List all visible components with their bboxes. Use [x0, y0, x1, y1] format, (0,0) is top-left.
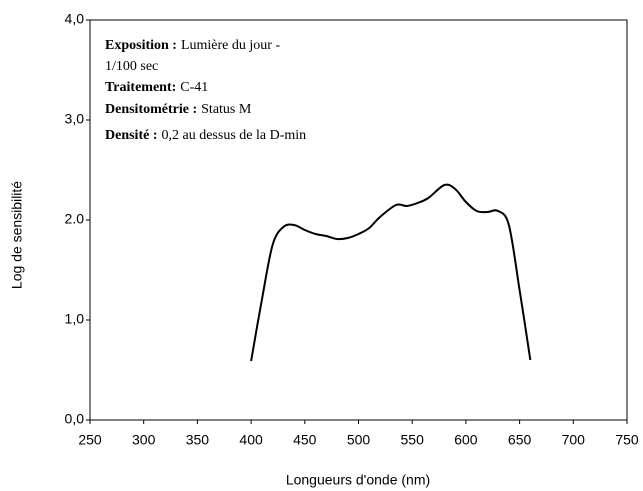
x-tick-label: 450 — [293, 432, 317, 448]
annotation-line: Densité : 0,2 au dessus de la D-min — [105, 128, 306, 143]
x-tick-label: 600 — [454, 432, 478, 448]
x-tick-label: 350 — [186, 432, 210, 448]
y-tick-label: 0,0 — [65, 411, 85, 427]
annotation-text: 1/100 sec — [105, 59, 158, 74]
annotation-line: Traitement: C-41 — [105, 80, 208, 95]
annotation-text: Status M — [201, 102, 252, 117]
x-axis-label: Longueurs d'onde (nm) — [286, 472, 430, 488]
x-tick-label: 650 — [508, 432, 532, 448]
x-tick-label: 300 — [132, 432, 156, 448]
annotation-line: 1/100 sec — [105, 59, 158, 74]
x-tick-label: 550 — [401, 432, 425, 448]
annotation-text: Lumière du jour - — [181, 38, 280, 53]
annotation-text: 0,2 au dessus de la D-min — [162, 128, 307, 143]
y-tick-label: 3,0 — [65, 111, 85, 127]
y-tick-label: 2.0 — [65, 211, 85, 227]
line — [250, 183, 532, 362]
annotation-line: Densitométrie : Status M — [105, 102, 252, 117]
annotation-line: Exposition : Lumière du jour - — [105, 38, 280, 53]
annotation-bold: Exposition : — [105, 38, 177, 53]
x-tick-label: 250 — [78, 432, 102, 448]
y-tick-label: 4,0 — [65, 11, 85, 27]
annotation-bold: Densitométrie : — [105, 102, 197, 117]
y-axis-label: Log de sensibilité — [9, 181, 25, 289]
y-tick-label: 1,0 — [65, 311, 85, 327]
annotation-bold: Densité : — [105, 128, 158, 143]
x-tick-label: 700 — [562, 432, 586, 448]
x-tick-label: 400 — [239, 432, 263, 448]
x-tick-label: 500 — [347, 432, 371, 448]
annotation-bold: Traitement: — [105, 80, 176, 95]
x-tick-label: 750 — [615, 432, 639, 448]
annotation-text: C-41 — [180, 80, 208, 95]
